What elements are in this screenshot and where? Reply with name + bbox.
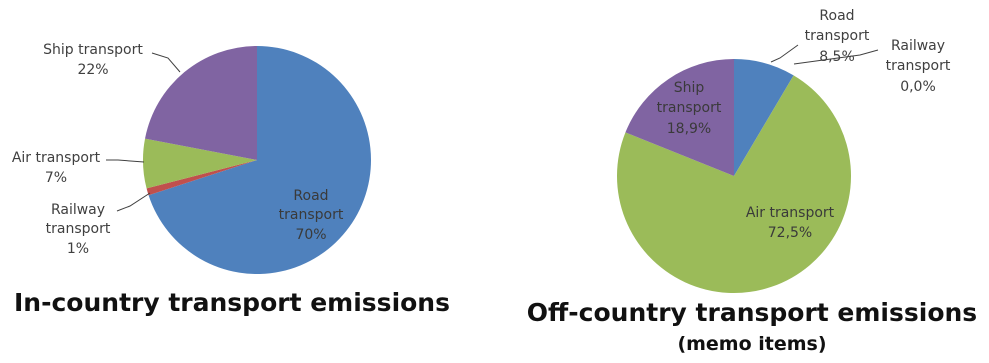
c2-road-value: 8,5% <box>819 49 855 65</box>
c1-rail-label-2: transport <box>46 221 111 237</box>
c1-ship-leader <box>152 53 180 72</box>
c2-title: Off-country transport emissions <box>527 298 977 327</box>
c2-subtitle: (memo items) <box>677 333 826 355</box>
c1-title: In-country transport emissions <box>14 288 450 317</box>
c2-ship-label-2: transport <box>657 100 722 116</box>
c2-ship-value: 18,9% <box>667 121 711 137</box>
c1-ship-value: 22% <box>77 62 108 78</box>
c2-rail-label-1: Railway <box>891 38 945 54</box>
c1-air-value: 7% <box>45 170 67 186</box>
c2-rail-value: 0,0% <box>900 79 936 95</box>
c2-air-label: Air transport <box>746 205 835 221</box>
c1-road-label-1: Road <box>293 188 328 204</box>
off-country-pie <box>617 59 851 293</box>
c1-road-label-2: transport <box>279 207 344 223</box>
c2-rail-label-2: transport <box>886 58 951 74</box>
c1-rail-leader <box>117 193 150 211</box>
c1-air-label: Air transport <box>12 150 101 166</box>
c1-ship-label: Ship transport <box>43 42 143 58</box>
in-country-pie <box>143 46 371 274</box>
c2-road-label-1: Road <box>819 8 854 24</box>
c1-rail-value: 1% <box>67 241 89 257</box>
c1-air-leader <box>106 160 144 162</box>
c1-rail-label-1: Railway <box>51 202 105 218</box>
c2-ship-label-1: Ship <box>674 80 705 96</box>
c1-road-value: 70% <box>295 227 326 243</box>
c2-road-label-2: transport <box>805 28 870 44</box>
c2-air-value: 72,5% <box>768 225 812 241</box>
c2-road-leader <box>771 45 798 62</box>
